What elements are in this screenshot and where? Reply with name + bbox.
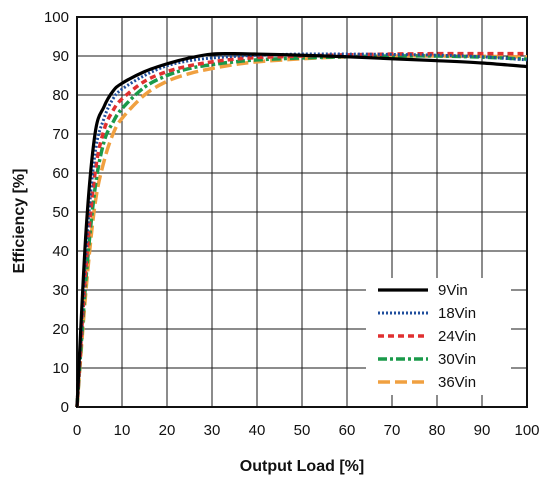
y-tick-label-3: 30 <box>52 282 69 299</box>
y-tick-label-8: 80 <box>52 87 69 104</box>
x-tick-label-9: 90 <box>474 422 491 439</box>
series-line-9vin <box>75 51 528 408</box>
x-tick-label-0: 0 <box>73 422 81 439</box>
series-line-18vin <box>75 52 528 408</box>
y-tick-label-9: 90 <box>52 48 69 65</box>
y-tick-label-5: 50 <box>52 204 69 221</box>
plot-area <box>75 51 528 408</box>
series-line-30vin <box>75 54 528 408</box>
y-tick-label-7: 70 <box>52 126 69 143</box>
y-tick-label-0: 0 <box>61 399 69 416</box>
legend: 9Vin 18Vin 24Vin 30Vin 36Vin <box>366 278 511 395</box>
series-line-24vin <box>75 51 527 408</box>
legend-label-30vin: 30Vin <box>438 351 476 368</box>
x-tick-label-1: 10 <box>114 422 131 439</box>
x-tick-label-3: 30 <box>204 422 221 439</box>
x-tick-label-5: 50 <box>294 422 311 439</box>
plot-frame <box>76 16 528 408</box>
x-tick-label-10: 100 <box>514 422 539 439</box>
y-tick-label-1: 10 <box>52 360 69 377</box>
x-axis-title: Output Load [%] <box>240 458 364 475</box>
y-tick-label-6: 60 <box>52 165 69 182</box>
legend-label-36vin: 36Vin <box>438 374 476 391</box>
legend-label-9vin: 9Vin <box>438 282 468 299</box>
x-tick-label-2: 20 <box>159 422 176 439</box>
x-tick-label-8: 80 <box>429 422 446 439</box>
legend-label-18vin: 18Vin <box>438 305 476 322</box>
x-tick-label-7: 70 <box>384 422 401 439</box>
legend-label-24vin: 24Vin <box>438 328 476 345</box>
y-tick-label-2: 20 <box>52 321 69 338</box>
x-tick-label-6: 60 <box>339 422 356 439</box>
y-tick-label-4: 40 <box>52 243 69 260</box>
y-axis-title: Efficiency [%] <box>11 169 28 274</box>
y-tick-label-10: 100 <box>44 9 69 26</box>
tick-labels: 0 10 20 30 40 50 60 70 80 90 100 0 10 20 30 40 50 60 70 80 9… <box>44 9 540 439</box>
x-tick-label-4: 40 <box>249 422 266 439</box>
